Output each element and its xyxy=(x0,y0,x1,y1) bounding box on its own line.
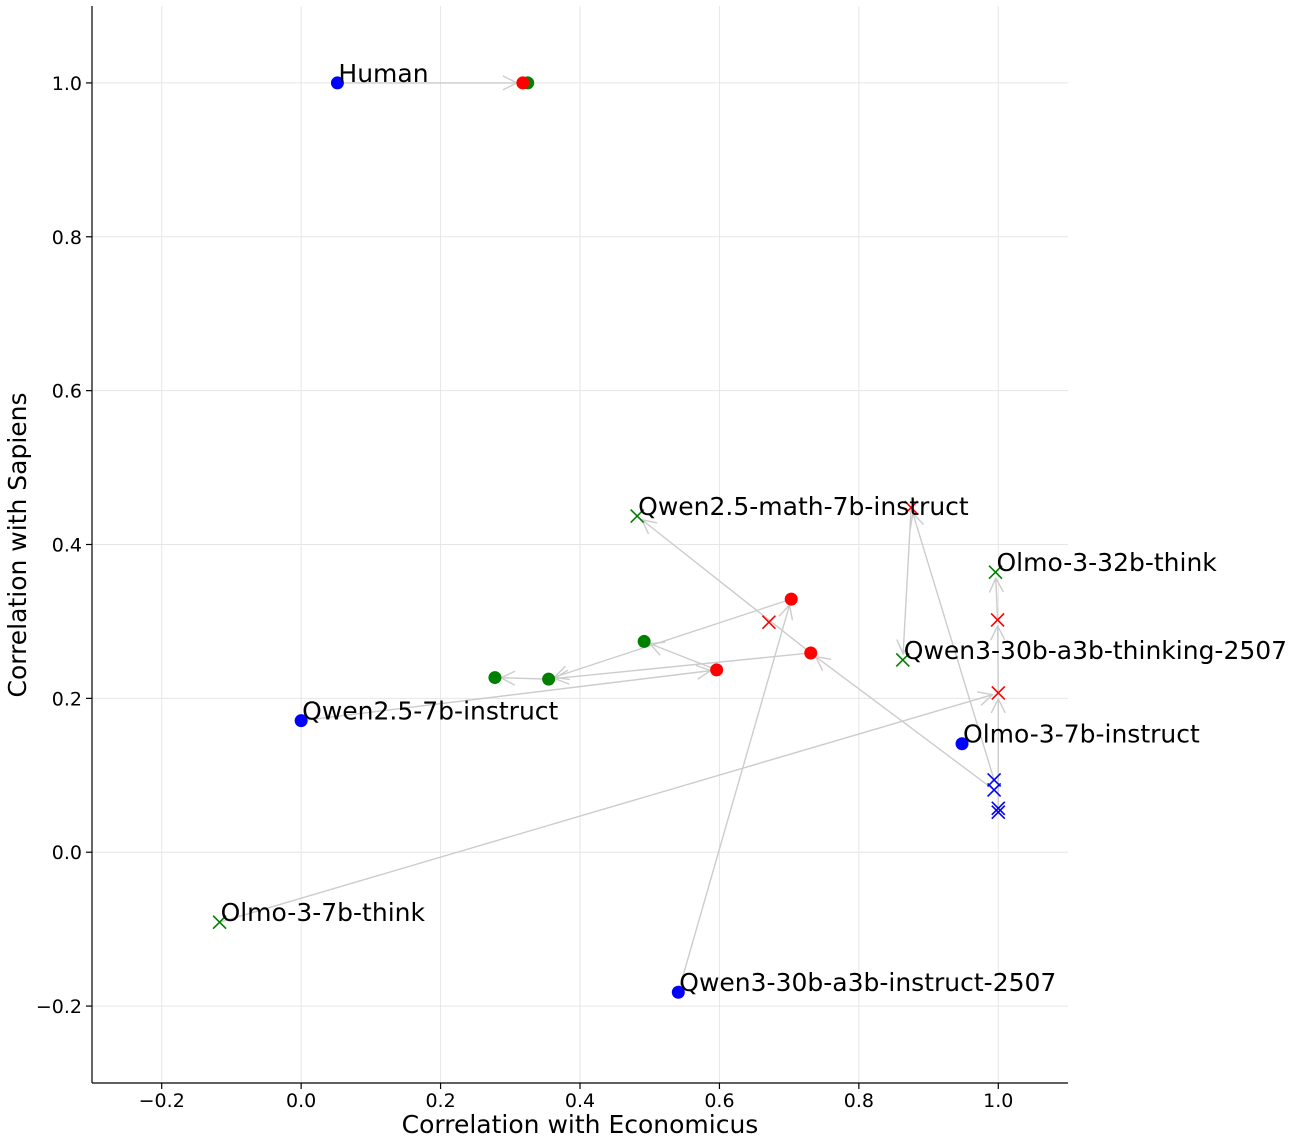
data-point-x xyxy=(987,782,1002,797)
data-point-x xyxy=(991,805,1006,820)
y-tick-label: 1.0 xyxy=(52,73,82,95)
x-tick-label: 1.0 xyxy=(983,1090,1013,1112)
arrow xyxy=(677,603,794,993)
x-tick-label: 0.2 xyxy=(425,1090,455,1112)
axis-layer: −0.2 0.0 0.2 0.4 0.6 0.8 1.0 −0.2 0.0 0.2 0.4 0.6 0.… xyxy=(36,6,1068,1112)
data-point xyxy=(488,671,502,685)
arrow xyxy=(552,598,792,681)
point-label: Human xyxy=(338,59,428,88)
x-tick-label: −0.2 xyxy=(139,1090,185,1112)
arrow xyxy=(990,624,1006,693)
data-point xyxy=(330,76,344,90)
arrow xyxy=(988,576,1004,620)
data-point-x xyxy=(895,652,910,667)
y-tick-label: 0.0 xyxy=(52,842,82,864)
point-label: Olmo-3-32b-think xyxy=(996,548,1217,577)
x-tick-label: 0.0 xyxy=(286,1090,316,1112)
grid-layer xyxy=(92,6,1068,1083)
data-point xyxy=(637,634,651,648)
arrow xyxy=(990,697,1006,809)
point-label: Qwen2.5-math-7b-instruct xyxy=(638,492,969,521)
point-label: Olmo-3-7b-think xyxy=(221,898,426,927)
arrow xyxy=(640,518,812,654)
arrow xyxy=(219,691,995,923)
y-tick-label: 0.2 xyxy=(52,688,82,710)
y-tick-label: 0.6 xyxy=(52,381,82,403)
point-label: Qwen2.5-7b-instruct xyxy=(302,697,558,726)
data-point-x xyxy=(761,615,776,630)
data-point xyxy=(294,714,308,728)
arrow xyxy=(499,670,549,686)
data-point-x xyxy=(991,685,1006,701)
label-layer: Human Qwen2.5-7b-instruct Qwen3-30b-a3b-in… xyxy=(221,59,1288,997)
x-tick-label: 0.8 xyxy=(844,1090,874,1112)
data-point xyxy=(542,672,556,686)
point-label: Qwen3-30b-a3b-thinking-2507 xyxy=(904,636,1287,665)
data-point-x xyxy=(990,612,1005,627)
arrow xyxy=(909,511,995,781)
point-label: Olmo-3-7b-instruct xyxy=(963,720,1200,749)
point-label: Qwen3-30b-a3b-instruct-2507 xyxy=(679,968,1056,997)
y-tick-label: −0.2 xyxy=(36,996,82,1018)
arrow xyxy=(553,652,811,685)
y-axis-label: Correlation with Sapiens xyxy=(3,392,32,697)
data-point xyxy=(955,737,969,751)
y-tick-label: 0.8 xyxy=(52,227,82,249)
data-point-x xyxy=(904,500,919,515)
arrow-layer xyxy=(219,75,1006,993)
data-point xyxy=(804,646,818,660)
x-tick-label: 0.4 xyxy=(565,1090,595,1112)
data-point xyxy=(516,76,530,90)
data-point xyxy=(671,985,685,999)
data-point xyxy=(784,592,798,606)
y-tick-label: 0.4 xyxy=(52,535,82,557)
data-point-x xyxy=(991,801,1006,816)
data-point-x xyxy=(212,915,227,930)
data-point-x xyxy=(987,772,1002,787)
data-point-x xyxy=(630,508,645,524)
data-point-x xyxy=(988,565,1003,580)
point-layer xyxy=(212,76,1006,999)
data-point xyxy=(710,663,724,677)
x-tick-label: 0.6 xyxy=(704,1090,734,1112)
x-axis-label: Correlation with Economicus xyxy=(402,1110,759,1139)
arrow xyxy=(896,507,912,656)
